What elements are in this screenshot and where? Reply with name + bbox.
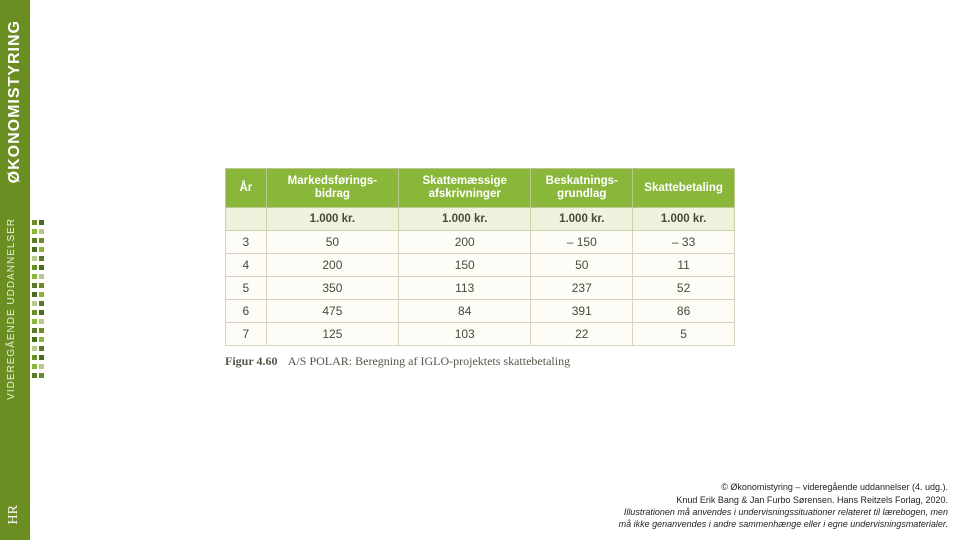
footer-line-4: må ikke genanvendes i andre sammenhænge … <box>619 518 948 530</box>
table-cell: 113 <box>399 277 531 300</box>
table-row: 42001505011 <box>226 254 735 277</box>
publisher-logo: HR <box>6 505 22 524</box>
table-cell: 350 <box>266 277 398 300</box>
table-cell: 22 <box>531 323 633 346</box>
table-cell: 237 <box>531 277 633 300</box>
table-row: 7125103225 <box>226 323 735 346</box>
table-cell: 6 <box>226 300 267 323</box>
table-row: 350200– 150– 33 <box>226 231 735 254</box>
table-unit-cell: 1.000 kr. <box>266 208 398 231</box>
table-cell: – 150 <box>531 231 633 254</box>
table-unit-cell: 1.000 kr. <box>531 208 633 231</box>
table-cell: 5 <box>633 323 735 346</box>
table-header-cell: Beskatnings-grundlag <box>531 169 633 208</box>
copyright-footer: © Økonomistyring – videregående uddannel… <box>619 481 948 530</box>
table-row: 64758439186 <box>226 300 735 323</box>
table-cell: 5 <box>226 277 267 300</box>
table-cell: 200 <box>399 231 531 254</box>
table-cell: 3 <box>226 231 267 254</box>
table-cell: 103 <box>399 323 531 346</box>
table-cell: 50 <box>266 231 398 254</box>
table-cell: 50 <box>531 254 633 277</box>
table-unit-cell: 1.000 kr. <box>399 208 531 231</box>
sidebar-subtitle: VIDEREGÅENDE UDDANNELSER <box>6 218 17 400</box>
table-cell: 4 <box>226 254 267 277</box>
figure-content: ÅrMarkedsførings-bidragSkattemæssigeafsk… <box>225 168 735 369</box>
table-header-cell: Markedsførings-bidrag <box>266 169 398 208</box>
footer-line-2: Knud Erik Bang & Jan Furbo Sørensen. Han… <box>619 494 948 506</box>
table-cell: 11 <box>633 254 735 277</box>
table-cell: – 33 <box>633 231 735 254</box>
table-cell: 86 <box>633 300 735 323</box>
table-cell: 200 <box>266 254 398 277</box>
table-header-cell: Skattemæssigeafskrivninger <box>399 169 531 208</box>
footer-line-3: Illustrationen må anvendes i undervisnin… <box>619 506 948 518</box>
sidebar: ØKONOMISTYRING VIDEREGÅENDE UDDANNELSER … <box>0 0 42 540</box>
figure-caption-text: A/S POLAR: Beregning af IGLO-projektets … <box>288 354 570 368</box>
sidebar-title: ØKONOMISTYRING <box>6 20 24 183</box>
sidebar-dots <box>32 220 44 382</box>
figure-caption: Figur 4.60 A/S POLAR: Beregning af IGLO-… <box>225 354 735 369</box>
table-cell: 125 <box>266 323 398 346</box>
table-header-cell: År <box>226 169 267 208</box>
table-cell: 391 <box>531 300 633 323</box>
figure-label: Figur 4.60 <box>225 354 277 368</box>
table-header-cell: Skattebetaling <box>633 169 735 208</box>
table-cell: 84 <box>399 300 531 323</box>
table-cell: 150 <box>399 254 531 277</box>
table-cell: 7 <box>226 323 267 346</box>
table-unit-cell: 1.000 kr. <box>633 208 735 231</box>
table-cell: 475 <box>266 300 398 323</box>
footer-line-1: © Økonomistyring – videregående uddannel… <box>619 481 948 493</box>
table-cell: 52 <box>633 277 735 300</box>
table-row: 535011323752 <box>226 277 735 300</box>
table-unit-cell <box>226 208 267 231</box>
tax-calculation-table: ÅrMarkedsførings-bidragSkattemæssigeafsk… <box>225 168 735 346</box>
